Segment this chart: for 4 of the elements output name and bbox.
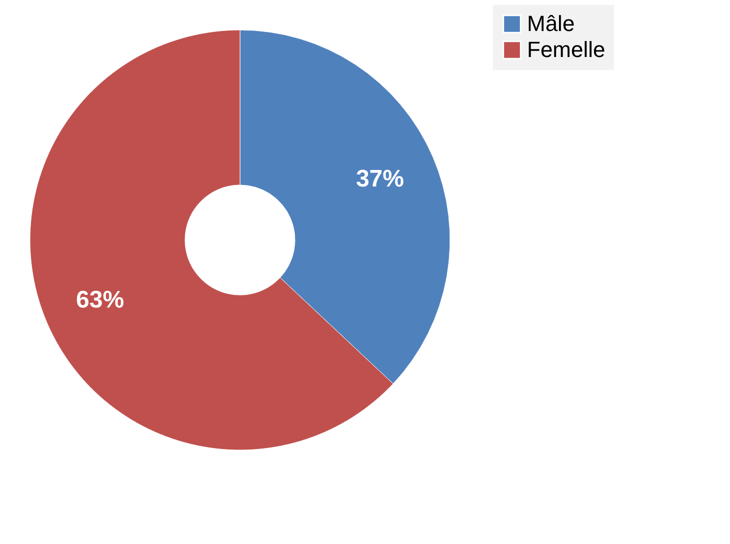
data-label: 37%	[356, 165, 404, 192]
legend-label: Femelle	[527, 37, 606, 62]
legend-label: Mâle	[527, 11, 575, 36]
data-label: 63%	[76, 286, 124, 314]
